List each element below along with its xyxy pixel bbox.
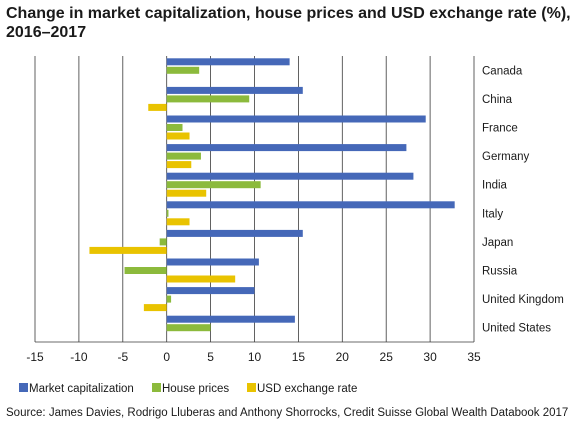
bar-usd-exchange-rate-united-kingdom — [143, 304, 167, 312]
bar-usd-exchange-rate-italy — [166, 218, 190, 226]
x-tick-label: -10 — [70, 350, 88, 364]
bar-market-capitalization-china — [166, 86, 303, 94]
category-label: France — [482, 123, 518, 135]
bar-market-capitalization-italy — [166, 201, 455, 209]
axes: -15 -10 -5 0 5 10 15 20 25 30 35 — [26, 341, 481, 364]
category-label: India — [482, 180, 508, 192]
grid-lines — [34, 56, 475, 342]
legend-swatch — [247, 383, 256, 392]
category-label: Italy — [482, 208, 503, 220]
bar-market-capitalization-russia — [166, 258, 259, 266]
x-tick-label: 15 — [292, 350, 306, 364]
legend-label: USD exchange rate — [257, 383, 357, 395]
bar-market-capitalization-united-states — [166, 315, 295, 323]
bar-usd-exchange-rate-japan — [89, 246, 167, 254]
bar-house-prices-france — [166, 124, 183, 131]
bar-usd-exchange-rate-france — [166, 132, 190, 140]
category-label: China — [482, 94, 513, 106]
category-label: Germany — [482, 151, 530, 163]
legend-label: House prices — [162, 383, 229, 395]
bar-house-prices-germany — [166, 152, 201, 160]
bar-house-prices-china — [166, 95, 250, 103]
chart-title: Change in market capitalization, house p… — [6, 5, 571, 41]
x-tick-label: 10 — [248, 350, 262, 364]
bars — [89, 58, 455, 332]
x-tick-label: 5 — [207, 350, 214, 364]
bar-usd-exchange-rate-china — [148, 103, 167, 111]
category-label: United Kingdom — [482, 294, 564, 306]
x-tick-label: -15 — [26, 350, 44, 364]
category-labels: Canada China France Germany India Italy Japan R… — [482, 65, 564, 334]
category-label: United States — [482, 323, 551, 335]
category-label: Russia — [482, 266, 518, 278]
bar-house-prices-canada — [166, 66, 200, 74]
x-tick-label: 25 — [380, 350, 394, 364]
bar-market-capitalization-canada — [166, 58, 290, 66]
bar-market-capitalization-japan — [166, 229, 303, 237]
bar-house-prices-japan — [159, 238, 167, 246]
category-label: Japan — [482, 237, 513, 249]
legend-swatch — [152, 383, 161, 392]
x-tick-label: 35 — [467, 350, 481, 364]
bar-market-capitalization-germany — [166, 144, 407, 152]
legend-swatch — [19, 383, 28, 392]
bar-usd-exchange-rate-germany — [166, 161, 192, 169]
bar-market-capitalization-india — [166, 172, 414, 180]
bar-house-prices-united-kingdom — [166, 295, 172, 303]
bar-house-prices-russia — [124, 267, 167, 274]
bar-house-prices-united-states — [166, 324, 211, 332]
bar-house-prices-india — [166, 181, 261, 189]
x-tick-label: 20 — [336, 350, 350, 364]
x-tick-label: -5 — [117, 350, 128, 364]
bar-usd-exchange-rate-russia — [166, 275, 236, 283]
bar-market-capitalization-france — [166, 115, 426, 123]
legend-label: Market capitalization — [29, 383, 134, 395]
x-tick-label: 0 — [163, 350, 170, 364]
bar-house-prices-italy — [166, 209, 169, 217]
bar-market-capitalization-united-kingdom — [166, 287, 255, 295]
x-tick-label: 30 — [423, 350, 437, 364]
bar-usd-exchange-rate-india — [166, 189, 207, 197]
category-label: Canada — [482, 65, 523, 77]
source-note: Source: James Davies, Rodrigo Lluberas a… — [6, 407, 569, 419]
legend: Market capitalization House prices USD exc… — [19, 383, 357, 395]
